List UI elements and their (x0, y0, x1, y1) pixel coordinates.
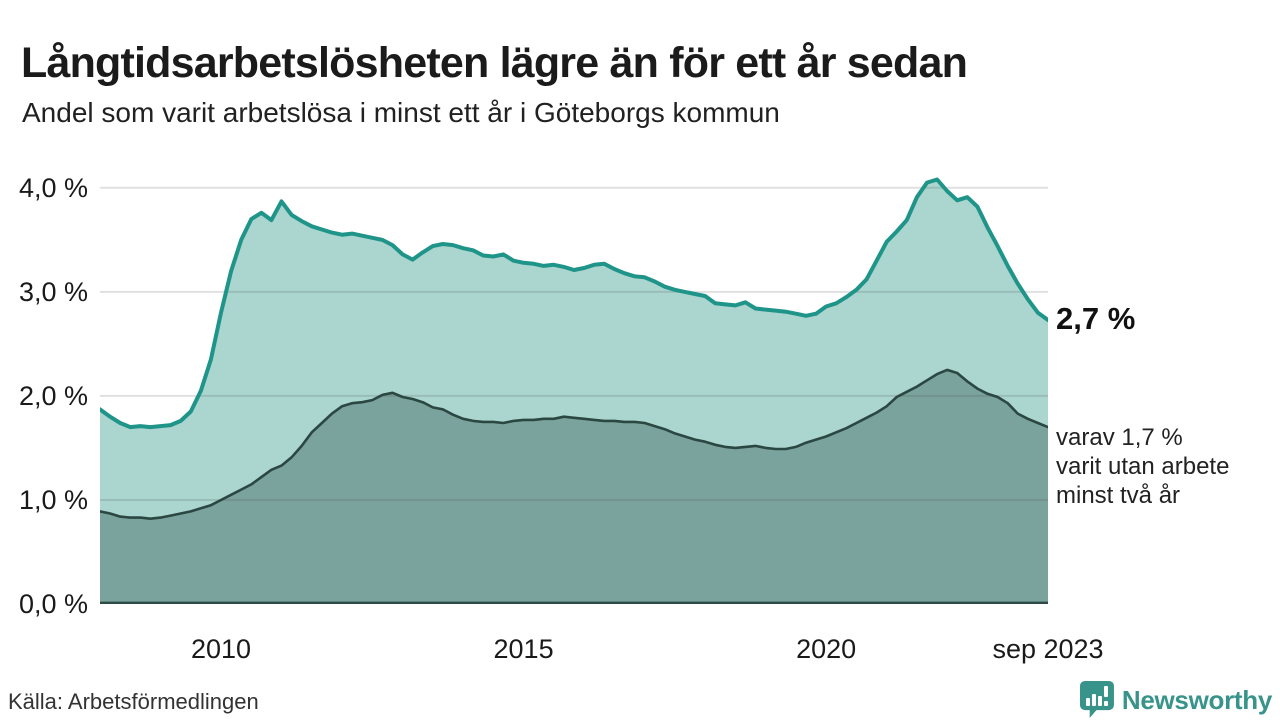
y-tick-label: 2,0 % (18, 380, 88, 411)
end-note-line: minst två år (1056, 482, 1181, 509)
x-tick-label: 2015 (493, 634, 554, 664)
newsworthy-wordmark: Newsworthy (1121, 684, 1272, 715)
y-tick-label: 4,0 % (18, 172, 88, 203)
end-note-annotation: varav 1,7 % varit utan arbete minst två … (1056, 423, 1229, 510)
page-title: Långtidsarbetslösheten lägre än för ett … (21, 38, 968, 87)
y-tick-label: 1,0 % (18, 484, 88, 515)
y-tick-label: 3,0 % (18, 276, 88, 307)
chart-subtitle: Andel som varit arbetslösa i minst ett å… (22, 97, 780, 128)
x-tick-label: 2010 (190, 634, 252, 664)
horizontal-gridlines (100, 186, 1048, 501)
y-tick-label: 0,0 % (18, 589, 88, 619)
series-min-2yr-line (100, 368, 1048, 520)
series-min-2yr-area (100, 369, 1048, 604)
end-note-line: varav 1,7 % (1056, 424, 1183, 451)
area-chart-svg (100, 177, 1048, 604)
series-min-1yr-line (100, 177, 1048, 430)
x-tick-label: sep 2023 (992, 634, 1104, 664)
plot-area (100, 166, 1048, 604)
source-credit: Källa: Arbetsförmedlingen (8, 689, 259, 714)
x-tick-label: 2020 (796, 634, 857, 664)
end-note-line: varit utan arbete (1056, 453, 1230, 480)
end-value-label: 2,7 % (1056, 301, 1136, 336)
newsworthy-bubble-icon (1079, 681, 1114, 718)
newsworthy-logo[interactable]: Newsworthy (1079, 681, 1272, 719)
